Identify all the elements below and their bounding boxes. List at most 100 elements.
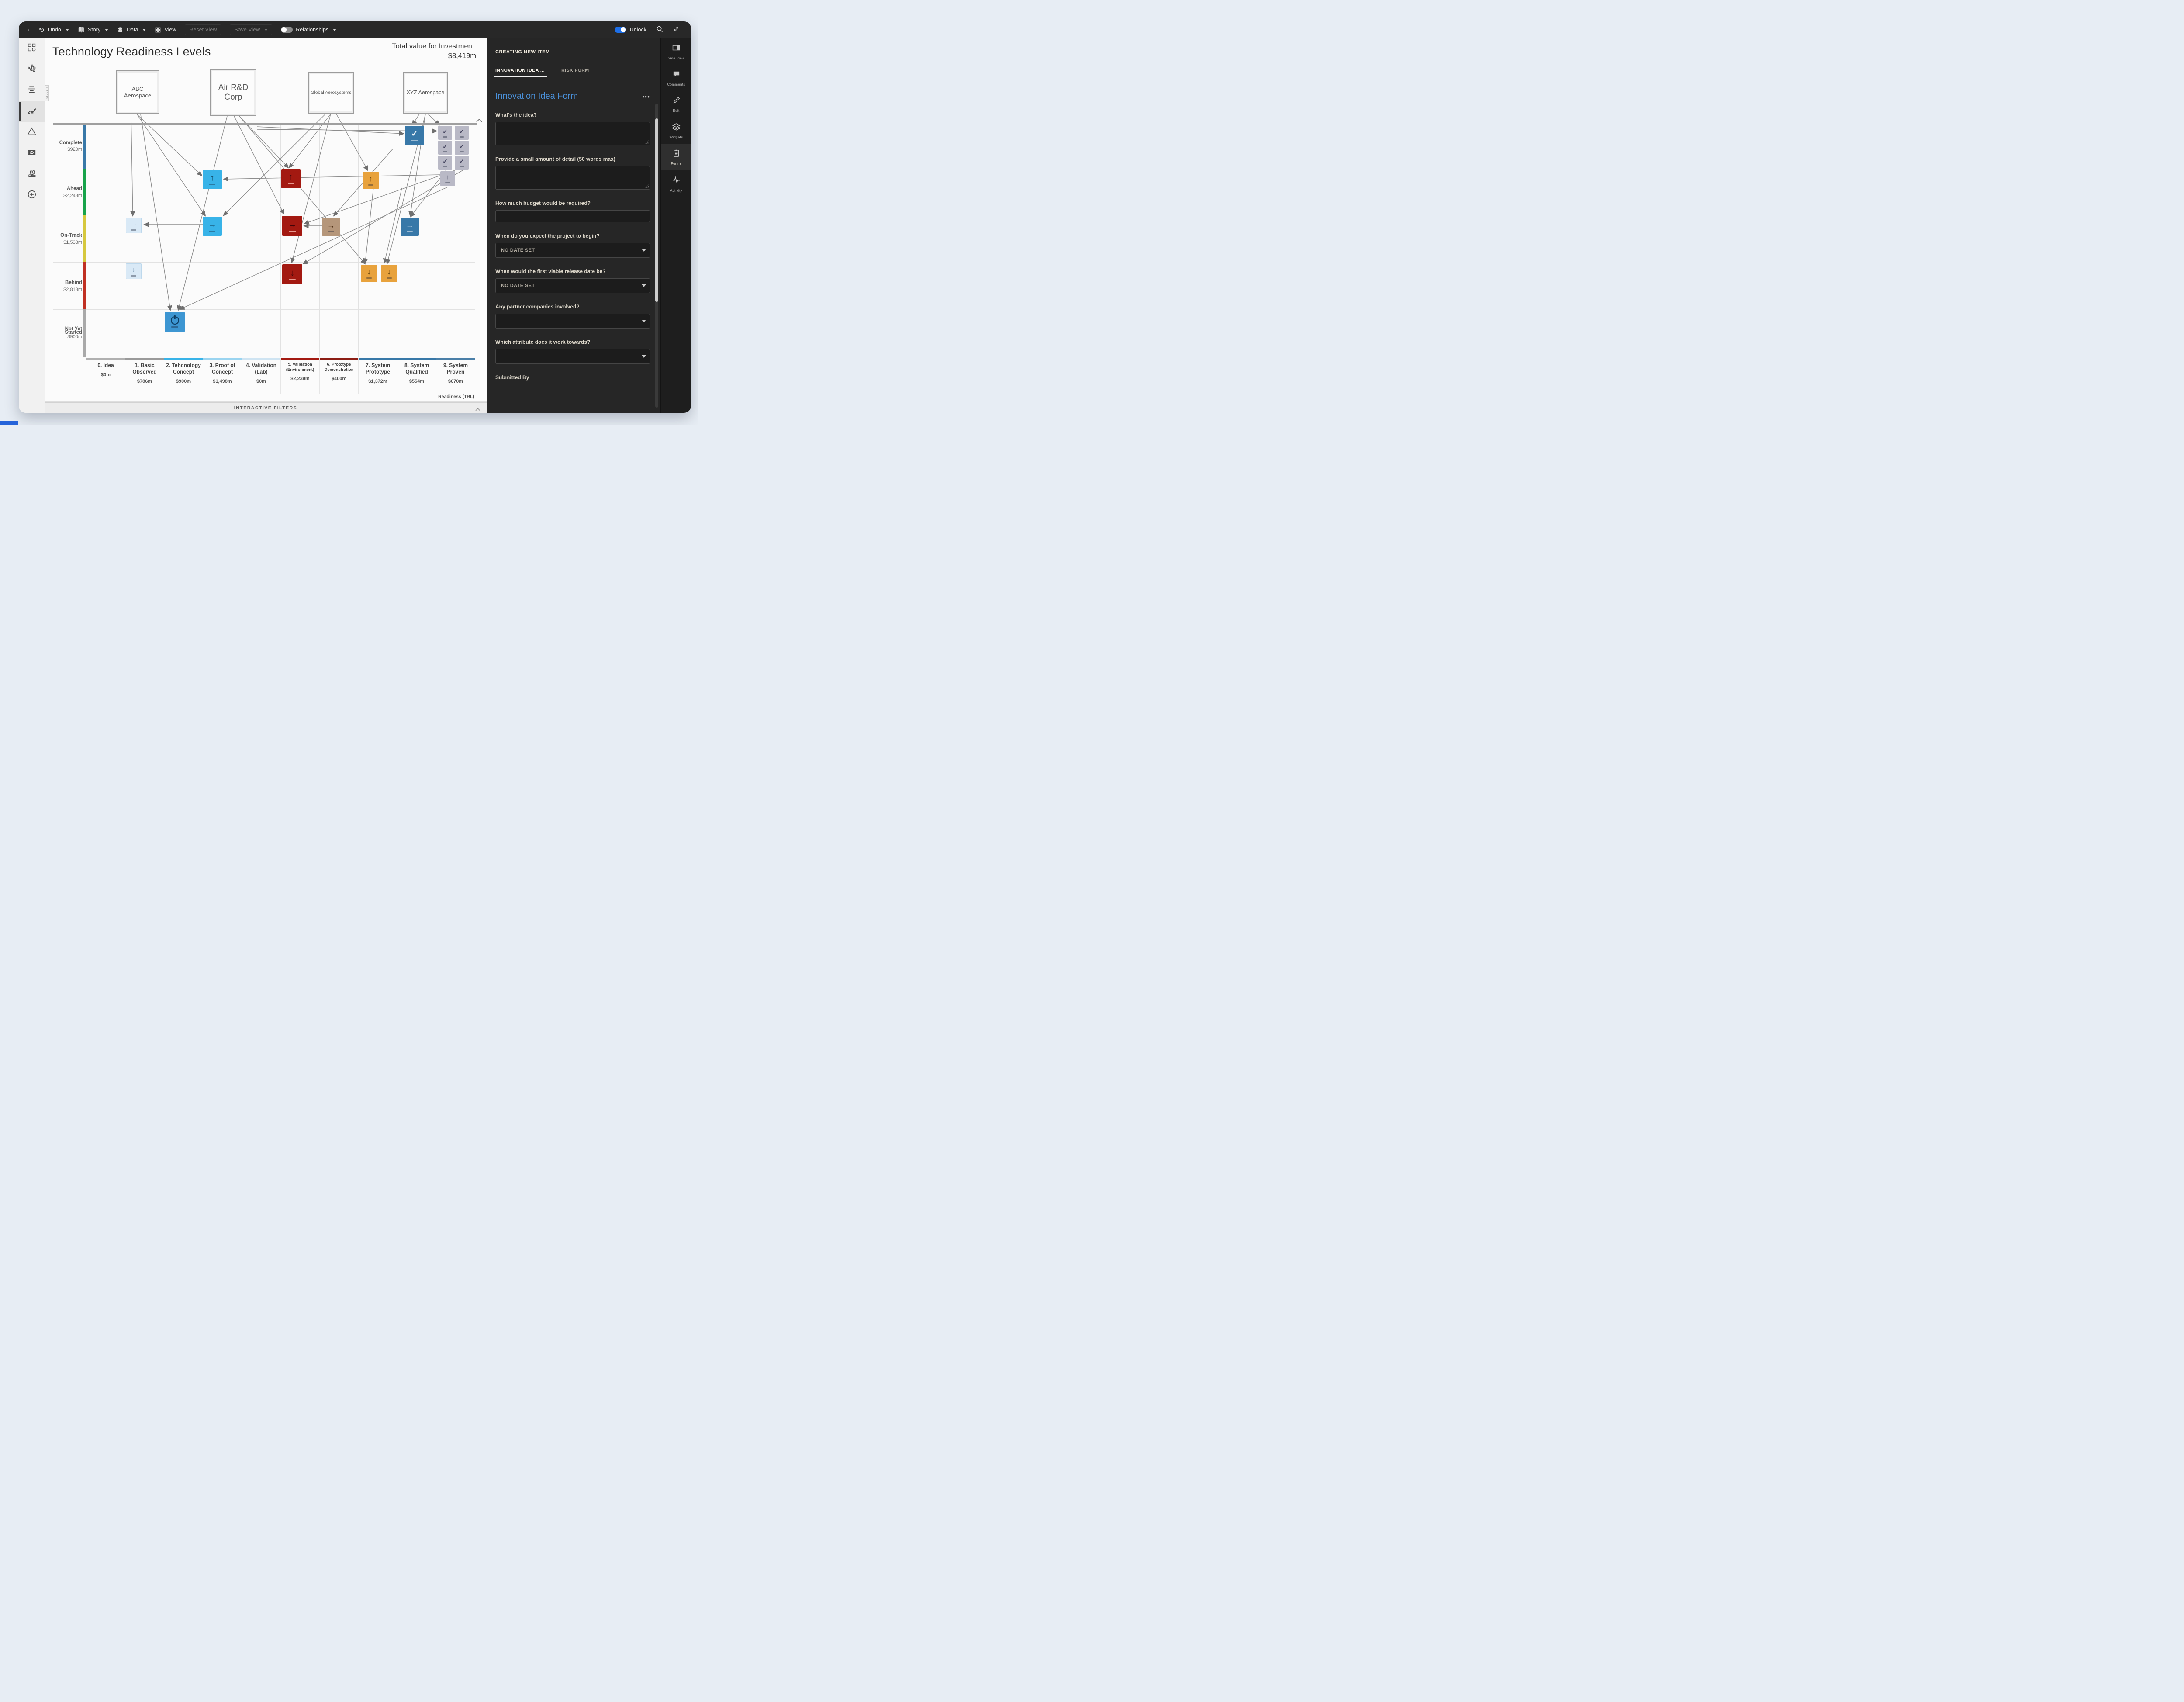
item-tile-check[interactable]: ✓ <box>405 126 424 145</box>
sidebar-matrix-view[interactable] <box>19 143 45 164</box>
field-select[interactable]: NO DATE SET <box>495 278 650 293</box>
item-tile-check[interactable]: ✓ <box>438 156 452 170</box>
rail-forms[interactable]: Forms <box>661 144 691 170</box>
toolbar-reset-view-button[interactable]: Reset View <box>185 24 221 35</box>
chevron-down-icon[interactable] <box>65 28 69 31</box>
x-axis-category[interactable]: 5. Validation (Environment) $2,239m <box>280 358 319 394</box>
chevron-right-icon[interactable]: › <box>27 26 30 34</box>
item-tile-right[interactable]: → <box>401 218 419 236</box>
item-tile-right[interactable]: → <box>322 218 340 236</box>
labels-handle[interactable]: Labels <box>45 85 49 101</box>
dropdown-arrow-icon[interactable] <box>642 355 646 358</box>
item-tile-right[interactable]: → <box>203 217 222 236</box>
x-axis-category[interactable]: 3. Proof of Concept $1,498m <box>203 358 242 394</box>
row-label: On-Track $1,533m <box>60 233 82 245</box>
unlock-toggle-track[interactable] <box>614 27 626 33</box>
field-select[interactable] <box>495 349 650 364</box>
rail-activity[interactable]: Activity <box>661 170 691 197</box>
chevron-down-icon[interactable] <box>105 28 109 31</box>
collapse-companies-icon[interactable] <box>476 117 482 125</box>
x-axis-category[interactable]: 0. Idea $0m <box>86 358 125 394</box>
item-tile-check[interactable]: ✓ <box>438 126 452 140</box>
x-axis-category[interactable]: 4. Validation (Lab) $0m <box>242 358 280 394</box>
rail-side-view[interactable]: Side View <box>661 38 691 65</box>
filters-collapse-icon[interactable] <box>475 405 480 413</box>
field-select[interactable]: NO DATE SET <box>495 243 650 258</box>
panel-scrollbar[interactable] <box>655 104 658 408</box>
toolbar-relationships-button[interactable]: Relationships <box>281 27 337 33</box>
company-node[interactable]: ABC Aerospace <box>116 70 159 114</box>
item-tile-down[interactable]: ↓ <box>361 265 377 282</box>
company-node[interactable]: Global Aerosystems <box>308 72 354 114</box>
item-tile-right[interactable]: → <box>126 218 142 233</box>
field-label: Any partner companies involved? <box>495 304 580 310</box>
down-icon: ↓ <box>367 268 371 276</box>
dropdown-arrow-icon[interactable] <box>642 320 646 322</box>
grid-icon <box>155 27 161 33</box>
row-gridline <box>53 262 475 263</box>
x-axis-category[interactable]: 1. Basic Observed $786m <box>125 358 164 394</box>
field-input[interactable] <box>495 210 650 222</box>
expand-icon[interactable] <box>673 26 680 34</box>
sidebar-trend-view[interactable] <box>19 101 45 122</box>
unlock-toggle-knob[interactable] <box>620 27 626 32</box>
panel-scrollbar-thumb[interactable] <box>655 118 658 302</box>
rail-comments[interactable]: Comments <box>661 65 691 91</box>
dropdown-arrow-icon[interactable] <box>642 284 646 287</box>
sidebar-add-view[interactable] <box>19 185 45 206</box>
item-tile-down[interactable]: ↓ <box>381 265 397 282</box>
company-name: Air R&D Corp <box>218 83 249 102</box>
item-tile-check[interactable]: ✓ <box>455 126 469 140</box>
field-select[interactable] <box>495 314 650 329</box>
toolbar-data-button[interactable]: Data <box>117 27 146 33</box>
x-axis-category[interactable]: 6. Prototype Demonstration $400m <box>319 358 358 394</box>
x-axis-category[interactable]: 2. Tehcnology Concept $900m <box>164 358 203 394</box>
row-label: Complete $920m <box>59 140 82 152</box>
rail-edit[interactable]: Edit <box>661 91 691 117</box>
toolbar-undo-button[interactable]: Undo <box>38 26 69 33</box>
item-tile-power[interactable] <box>165 312 185 332</box>
field-textarea[interactable] <box>495 122 650 145</box>
interactive-filters-bar[interactable]: INTERACTIVE FILTERS <box>45 402 487 413</box>
toolbar-story-button[interactable]: Story <box>78 26 109 33</box>
item-tile-down[interactable]: ↓ <box>126 263 142 279</box>
toolbar-buttons: Undo Story Data View Reset View Save View Rela… <box>38 24 345 35</box>
search-icon[interactable] <box>656 25 663 34</box>
company-node[interactable]: Air R&D Corp <box>210 69 256 116</box>
sidebar-triangle-view[interactable] <box>19 122 45 143</box>
x-axis-category[interactable]: 7. System Prototype $1,372m <box>358 358 397 394</box>
tab-innovation-idea[interactable]: INNOVATION IDEA ... <box>494 68 548 77</box>
field-label: Submitted By <box>495 374 529 381</box>
sidebar-cluster-view[interactable] <box>19 59 45 80</box>
item-tile-up[interactable]: ↑ <box>440 171 455 186</box>
item-label-dash <box>287 183 294 184</box>
x-axis-category[interactable]: 9. System Proven $670m <box>436 358 475 394</box>
unlock-toggle[interactable]: Unlock <box>614 27 646 33</box>
ellipsis-menu-icon[interactable]: ••• <box>642 93 650 100</box>
chevron-down-icon[interactable] <box>333 28 337 31</box>
chevron-down-icon[interactable] <box>264 28 268 31</box>
sidebar-list-view[interactable] <box>19 80 45 101</box>
sidebar-board-view[interactable] <box>19 38 45 59</box>
chevron-down-icon[interactable] <box>142 28 146 31</box>
item-tile-up[interactable]: ↑ <box>281 169 301 188</box>
toolbar-reset-view-label: Reset View <box>189 27 217 33</box>
item-tile-check[interactable]: ✓ <box>438 141 452 155</box>
tab-risk-form[interactable]: RISK FORM <box>561 68 589 73</box>
x-axis-category[interactable]: 8. System Qualified $554m <box>397 358 436 394</box>
rail-widgets[interactable]: Widgets <box>661 117 691 144</box>
dropdown-arrow-icon[interactable] <box>642 249 646 252</box>
field-textarea[interactable] <box>495 166 650 190</box>
item-tile-check[interactable]: ✓ <box>455 156 469 170</box>
item-tile-down[interactable]: ↓ <box>282 264 302 284</box>
toolbar-save-view-button[interactable]: Save View <box>230 24 273 35</box>
item-tile-up[interactable]: ↑ <box>363 172 379 189</box>
item-tile-check[interactable]: ✓ <box>455 141 469 155</box>
relationships-toggle[interactable] <box>281 27 293 33</box>
toolbar-view-button[interactable]: View <box>155 27 176 33</box>
chart-canvas[interactable]: Technology Readiness Levels Total value … <box>45 38 487 413</box>
company-node[interactable]: XYZ Aerospace <box>403 72 448 114</box>
item-tile-right[interactable]: → <box>282 216 302 236</box>
item-tile-up[interactable]: ↑ <box>203 170 222 189</box>
sidebar-funding-view[interactable]: $ <box>19 164 45 185</box>
